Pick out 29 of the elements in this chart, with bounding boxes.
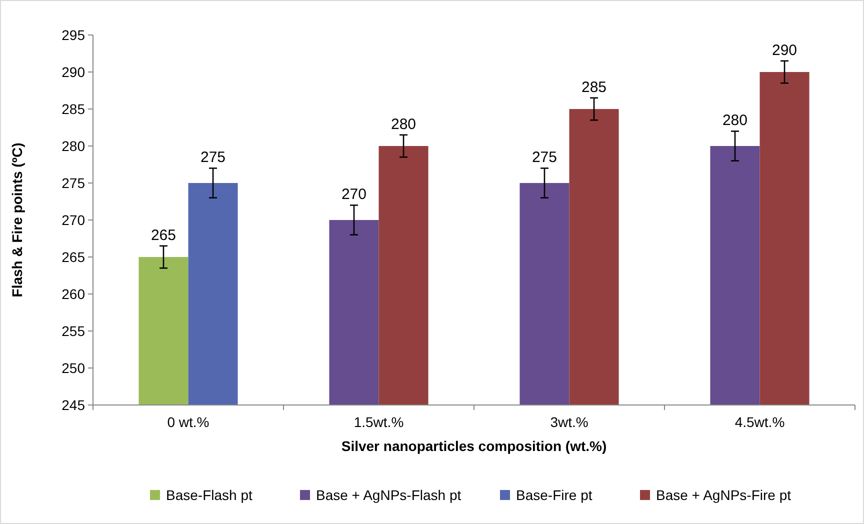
x-tick-label: 3wt.%	[550, 414, 588, 430]
x-axis-title: Silver nanoparticles composition (wt.%)	[341, 438, 607, 454]
y-tick-label: 280	[62, 138, 86, 154]
legend-label: Base + AgNPs-Fire pt	[656, 487, 792, 503]
data-label: 270	[341, 186, 366, 204]
data-label: 280	[391, 116, 416, 133]
legend-label: Base-Flash pt	[166, 487, 252, 503]
legend-label: Base-Fire pt	[516, 487, 592, 503]
y-tick-label: 250	[62, 360, 86, 376]
y-tick-label: 260	[62, 286, 86, 302]
y-axis-title: Flash & Fire points (ºC)	[9, 142, 25, 298]
data-label: 280	[722, 112, 748, 130]
data-label: 275	[200, 149, 226, 166]
data-label: 275	[532, 149, 557, 166]
y-tick-label: 295	[62, 26, 86, 43]
y-tick-label: 290	[62, 64, 86, 80]
y-tick-label: 275	[62, 174, 86, 191]
data-label: 285	[582, 78, 607, 96]
y-tick-label: 265	[62, 248, 86, 265]
data-label: 265	[150, 226, 176, 244]
x-tick-label: 1.5wt.%	[354, 414, 404, 430]
y-tick-label: 245	[62, 396, 86, 413]
y-tick-label: 255	[62, 322, 86, 339]
x-tick-label: 0 wt.%	[167, 414, 210, 430]
y-tick-label: 270	[62, 212, 86, 228]
data-label: 290	[772, 42, 798, 59]
x-tick-label: 4.5wt.%	[734, 414, 785, 430]
y-tick-label: 285	[62, 100, 86, 117]
legend-label: Base + AgNPs-Flash pt	[316, 487, 462, 503]
